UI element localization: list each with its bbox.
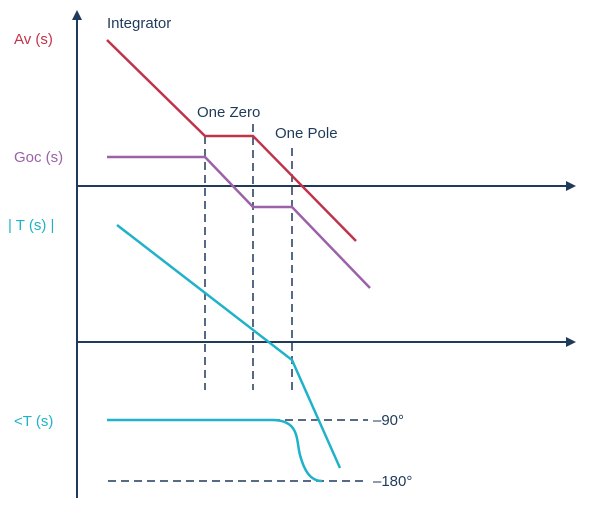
t-phase-curve [107, 418, 323, 483]
one-zero-label: One Zero [197, 104, 260, 121]
goc-curve [107, 155, 371, 289]
av-curve [106, 39, 357, 242]
one-pole-label: One Pole [275, 125, 338, 142]
av-label: Av (s) [14, 31, 53, 48]
t-magnitude-curve [116, 224, 342, 469]
integrator-label: Integrator [107, 15, 171, 32]
goc-label: Goc (s) [14, 149, 63, 166]
minus90-label: –90° [373, 412, 404, 429]
t-phase-label: <T (s) [14, 413, 53, 430]
t-magnitude-label: | T (s) | [8, 217, 54, 234]
minus180-label: –180° [373, 473, 412, 490]
